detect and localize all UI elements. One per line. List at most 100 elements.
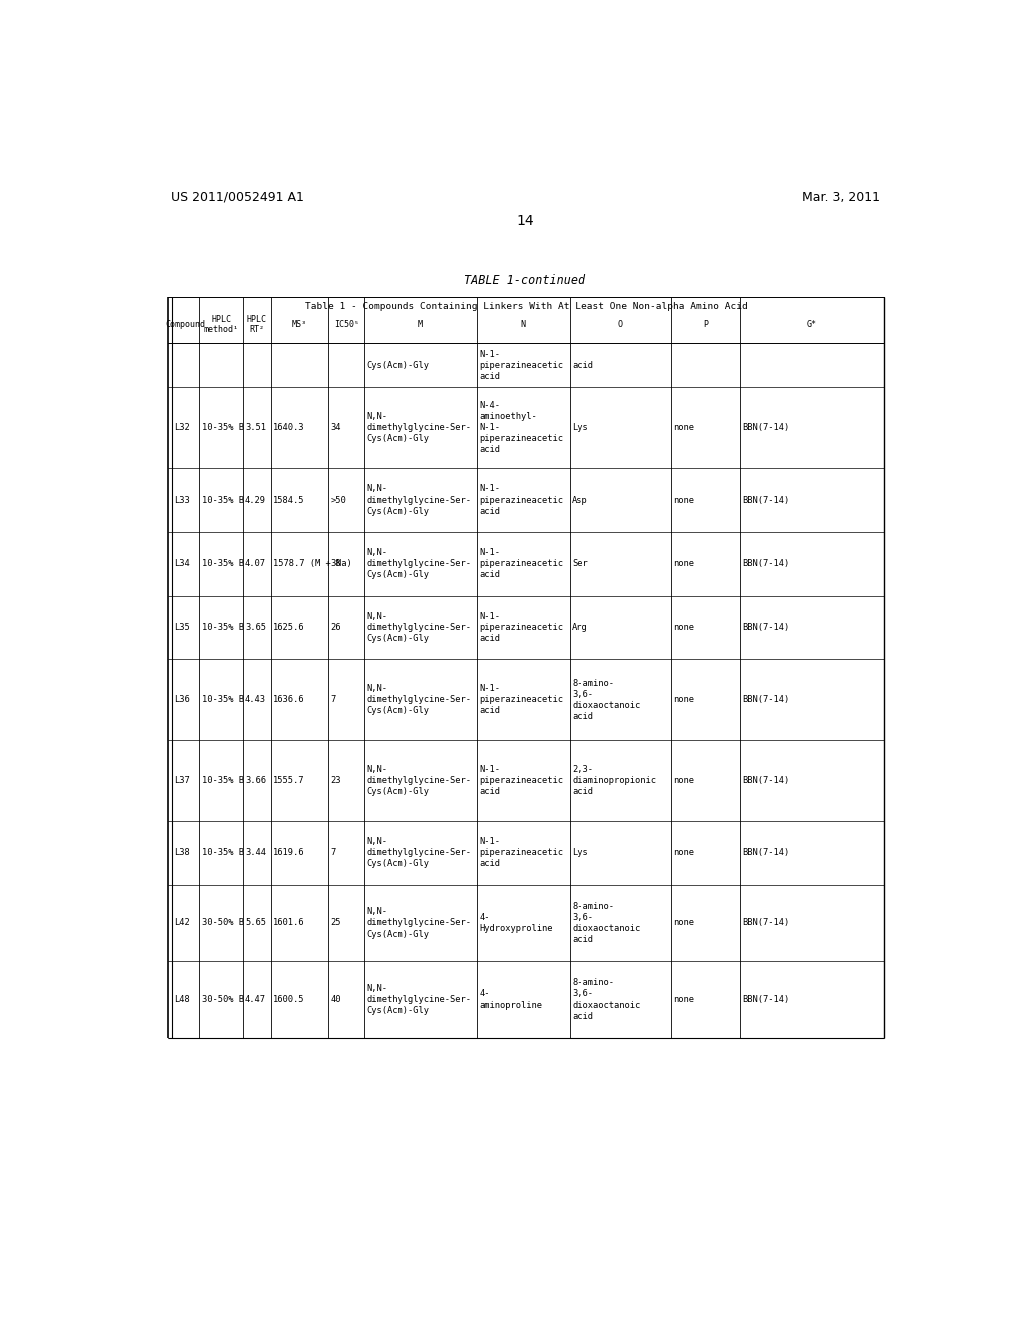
Text: none: none: [673, 623, 694, 632]
Text: N-4-
aminoethyl-
N-1-
piperazineacetic
acid: N-4- aminoethyl- N-1- piperazineacetic a…: [479, 401, 563, 454]
Text: 1578.7 (M + Na): 1578.7 (M + Na): [273, 560, 351, 569]
Text: L34: L34: [174, 560, 190, 569]
Text: L38: L38: [174, 849, 190, 858]
Text: 34: 34: [331, 424, 341, 432]
Text: N-1-
piperazineacetic
acid: N-1- piperazineacetic acid: [479, 484, 563, 516]
Text: N,N-
dimethylglycine-Ser-
Cys(Acm)-Gly: N,N- dimethylglycine-Ser- Cys(Acm)-Gly: [367, 766, 472, 796]
Text: BBN(7-14): BBN(7-14): [742, 623, 790, 632]
Text: Lys: Lys: [572, 849, 588, 858]
Text: 8-amino-
3,6-
dioxaoctanoic
acid: 8-amino- 3,6- dioxaoctanoic acid: [572, 678, 640, 721]
Text: 4.29: 4.29: [245, 495, 266, 504]
Text: Table 1 - Compounds Containing Linkers With At Least One Non-alpha Amino Acid: Table 1 - Compounds Containing Linkers W…: [304, 302, 748, 310]
Text: 4-
aminoproline: 4- aminoproline: [479, 990, 542, 1010]
Text: 5.65: 5.65: [245, 919, 266, 928]
Text: M: M: [418, 321, 423, 329]
Text: BBN(7-14): BBN(7-14): [742, 995, 790, 1005]
Text: G*: G*: [807, 321, 817, 329]
Text: L48: L48: [174, 995, 190, 1005]
Text: 4.43: 4.43: [245, 696, 266, 705]
Text: 3.44: 3.44: [245, 849, 266, 858]
Text: 3.66: 3.66: [245, 776, 266, 785]
Text: BBN(7-14): BBN(7-14): [742, 919, 790, 928]
Text: BBN(7-14): BBN(7-14): [742, 696, 790, 705]
Text: BBN(7-14): BBN(7-14): [742, 776, 790, 785]
Text: 4-
Hydroxyproline: 4- Hydroxyproline: [479, 913, 553, 933]
Text: N-1-
piperazineacetic
acid: N-1- piperazineacetic acid: [479, 548, 563, 579]
Text: 14: 14: [516, 214, 534, 228]
Text: 23: 23: [331, 776, 341, 785]
Text: none: none: [673, 424, 694, 432]
Text: O: O: [617, 321, 623, 329]
Text: N,N-
dimethylglycine-Ser-
Cys(Acm)-Gly: N,N- dimethylglycine-Ser- Cys(Acm)-Gly: [367, 484, 472, 516]
Text: Asp: Asp: [572, 495, 588, 504]
Text: none: none: [673, 849, 694, 858]
Text: N,N-
dimethylglycine-Ser-
Cys(Acm)-Gly: N,N- dimethylglycine-Ser- Cys(Acm)-Gly: [367, 907, 472, 939]
Text: BBN(7-14): BBN(7-14): [742, 495, 790, 504]
Text: N,N-
dimethylglycine-Ser-
Cys(Acm)-Gly: N,N- dimethylglycine-Ser- Cys(Acm)-Gly: [367, 612, 472, 643]
Text: N-1-
piperazineacetic
acid: N-1- piperazineacetic acid: [479, 684, 563, 715]
Text: 10-35% B: 10-35% B: [202, 849, 244, 858]
Text: Compound: Compound: [166, 321, 206, 329]
Text: 3.65: 3.65: [245, 623, 266, 632]
Text: 30-50% B: 30-50% B: [202, 919, 244, 928]
Text: N-1-
piperazineacetic
acid: N-1- piperazineacetic acid: [479, 612, 563, 643]
Text: 1601.6: 1601.6: [273, 919, 304, 928]
Text: L36: L36: [174, 696, 190, 705]
Text: MS³: MS³: [292, 321, 307, 329]
Text: 1555.7: 1555.7: [273, 776, 304, 785]
Text: N-1-
piperazineacetic
acid: N-1- piperazineacetic acid: [479, 766, 563, 796]
Text: 10-35% B: 10-35% B: [202, 560, 244, 569]
Text: none: none: [673, 995, 694, 1005]
Text: none: none: [673, 919, 694, 928]
Text: Ser: Ser: [572, 560, 588, 569]
Text: HPLC
RT²: HPLC RT²: [247, 315, 266, 334]
Text: 3.51: 3.51: [245, 424, 266, 432]
Text: 4.47: 4.47: [245, 995, 266, 1005]
Text: 1640.3: 1640.3: [273, 424, 304, 432]
Text: US 2011/0052491 A1: US 2011/0052491 A1: [171, 191, 303, 203]
Text: 8-amino-
3,6-
dioxaoctanoic
acid: 8-amino- 3,6- dioxaoctanoic acid: [572, 902, 640, 944]
Text: 1584.5: 1584.5: [273, 495, 304, 504]
Text: 10-35% B: 10-35% B: [202, 696, 244, 705]
Text: 1619.6: 1619.6: [273, 849, 304, 858]
Text: 10-35% B: 10-35% B: [202, 623, 244, 632]
Text: 38: 38: [331, 560, 341, 569]
Text: Arg: Arg: [572, 623, 588, 632]
Text: 7: 7: [331, 849, 336, 858]
Text: BBN(7-14): BBN(7-14): [742, 424, 790, 432]
Text: 1625.6: 1625.6: [273, 623, 304, 632]
Text: HPLC
method¹: HPLC method¹: [204, 315, 239, 334]
Text: N,N-
dimethylglycine-Ser-
Cys(Acm)-Gly: N,N- dimethylglycine-Ser- Cys(Acm)-Gly: [367, 983, 472, 1015]
Text: L37: L37: [174, 776, 190, 785]
Text: 2,3-
diaminopropionic
acid: 2,3- diaminopropionic acid: [572, 766, 656, 796]
Text: 25: 25: [331, 919, 341, 928]
Text: 40: 40: [331, 995, 341, 1005]
Text: P: P: [702, 321, 708, 329]
Text: 10-35% B: 10-35% B: [202, 495, 244, 504]
Text: TABLE 1-continued: TABLE 1-continued: [464, 275, 586, 286]
Text: 26: 26: [331, 623, 341, 632]
Text: 10-35% B: 10-35% B: [202, 776, 244, 785]
Text: BBN(7-14): BBN(7-14): [742, 560, 790, 569]
Text: >50: >50: [331, 495, 346, 504]
Text: L32: L32: [174, 424, 190, 432]
Text: L42: L42: [174, 919, 190, 928]
Text: N-1-
piperazineacetic
acid: N-1- piperazineacetic acid: [479, 837, 563, 869]
Text: L33: L33: [174, 495, 190, 504]
Text: IC50⁵: IC50⁵: [334, 321, 358, 329]
Text: Lys: Lys: [572, 424, 588, 432]
Text: L35: L35: [174, 623, 190, 632]
Text: BBN(7-14): BBN(7-14): [742, 849, 790, 858]
Text: 8-amino-
3,6-
dioxaoctanoic
acid: 8-amino- 3,6- dioxaoctanoic acid: [572, 978, 640, 1020]
Text: Cys(Acm)-Gly: Cys(Acm)-Gly: [367, 360, 430, 370]
Text: Mar. 3, 2011: Mar. 3, 2011: [802, 191, 880, 203]
Text: N,N-
dimethylglycine-Ser-
Cys(Acm)-Gly: N,N- dimethylglycine-Ser- Cys(Acm)-Gly: [367, 684, 472, 715]
Text: none: none: [673, 776, 694, 785]
Text: none: none: [673, 495, 694, 504]
Text: none: none: [673, 560, 694, 569]
Text: N-1-
piperazineacetic
acid: N-1- piperazineacetic acid: [479, 350, 563, 381]
Text: 30-50% B: 30-50% B: [202, 995, 244, 1005]
Text: N: N: [521, 321, 525, 329]
Text: N,N-
dimethylglycine-Ser-
Cys(Acm)-Gly: N,N- dimethylglycine-Ser- Cys(Acm)-Gly: [367, 837, 472, 869]
Text: N,N-
dimethylglycine-Ser-
Cys(Acm)-Gly: N,N- dimethylglycine-Ser- Cys(Acm)-Gly: [367, 412, 472, 444]
